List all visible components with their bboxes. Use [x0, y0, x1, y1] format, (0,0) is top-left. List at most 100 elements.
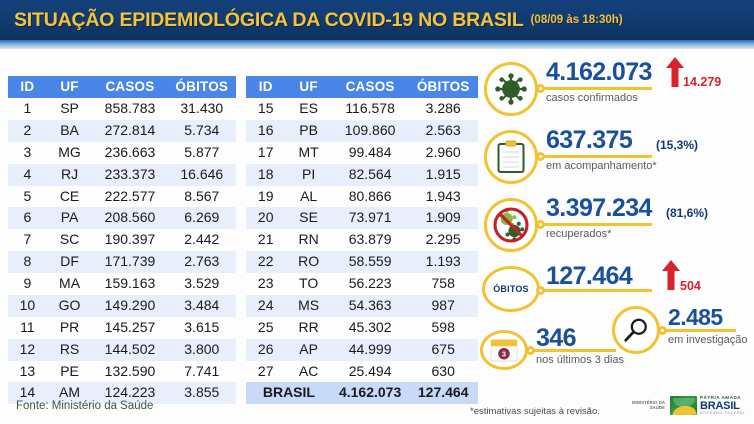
calendar-badge-number: 3 [502, 350, 506, 359]
cell-uf: GO [46, 294, 93, 317]
table-row: 23 TO 56.223 758 [246, 273, 478, 295]
last-three-days-value: 346 [536, 324, 577, 352]
total-label: BRASIL [246, 382, 332, 405]
cell-id: 16 [246, 119, 286, 142]
table-row: 10 GO 149.290 3.484 [8, 294, 236, 317]
table-row: 4 RJ 233.373 16.646 [8, 163, 236, 186]
column-header-deaths: ÓBITOS [167, 76, 236, 98]
last-three-days-connector [534, 349, 616, 352]
table-row: 27 AC 25.494 630 [246, 361, 478, 383]
cell-id: 5 [23, 187, 32, 204]
cell-cases: 44.999 [331, 338, 409, 361]
cell-id: 9 [23, 275, 32, 291]
ministry-logo-line2: SAÚDE [649, 404, 665, 410]
column-header-uf: UF [285, 76, 332, 98]
brasil-logo-line2: BRASIL [699, 399, 740, 412]
cell-deaths: 5.877 [184, 143, 220, 160]
cell-uf: PE [60, 362, 79, 379]
cell-deaths: 1.915 [408, 163, 478, 186]
government-logos: MINISTÉRIO DA SAÚDE PÁTRIA AMADA BRASIL … [632, 395, 746, 415]
table-row: 18 PI 82.564 1.915 [246, 163, 478, 186]
page-title: SITUAÇÃO EPIDEMIOLÓGICA DA COVID-19 NO B… [14, 8, 524, 31]
cell-uf: RN [298, 231, 319, 248]
page-header: SITUAÇÃO EPIDEMIOLÓGICA DA COVID-19 NO B… [0, 0, 754, 40]
cell-uf: MT [298, 143, 319, 160]
cell-uf: PB [285, 119, 332, 142]
table-row: 17 MT 99.484 2.960 [246, 142, 478, 164]
under-investigation-value: 2.485 [668, 304, 723, 330]
cell-id: 3 [23, 143, 32, 160]
confirmed-cases-ring [484, 62, 538, 116]
cell-cases: 233.373 [92, 163, 168, 186]
confirmed-cases-caption: casos confirmados [546, 92, 638, 104]
cell-uf: SC [59, 231, 80, 248]
cell-deaths: 16.646 [167, 163, 236, 186]
cell-deaths: 1.943 [425, 187, 461, 204]
column-header-deaths: ÓBITOS [408, 76, 478, 98]
monitoring-ring [484, 130, 538, 184]
under-investigation-caption: em investigação [668, 334, 748, 346]
cell-cases: 858.783 [104, 100, 156, 116]
cell-cases: 116.578 [345, 100, 395, 116]
cell-uf: RR [298, 318, 319, 335]
table-row: 24 MS 54.363 987 [246, 294, 478, 317]
cell-cases: 56.223 [348, 275, 392, 291]
calendar-icon: 3 [490, 339, 518, 362]
cell-deaths: 2.563 [408, 119, 478, 142]
under-investigation-ring [612, 306, 660, 354]
cell-cases: 109.860 [331, 119, 409, 142]
confirmed-cases-delta: 14.279 [683, 75, 722, 89]
cell-deaths: 3.484 [167, 294, 236, 317]
monitoring-knob [536, 152, 545, 161]
cell-id: 14 [8, 382, 47, 405]
cell-deaths: 1.193 [408, 251, 478, 273]
cell-uf: PI [285, 163, 332, 186]
cell-cases: 25.494 [348, 362, 392, 379]
column-header-uf: UF [46, 76, 93, 98]
header-accent-strip [0, 40, 754, 49]
states-table-left: ID UF CASOS ÓBITOS 1 SP 858.783 31.430 2 BA 27… [8, 76, 236, 405]
cell-cases: 45.302 [348, 318, 392, 335]
monitoring-percent: (15,3%) [656, 138, 699, 152]
table-row: 8 DF 171.739 2.763 [8, 251, 236, 273]
recovered-knob [536, 220, 545, 229]
cell-cases: 159.163 [104, 275, 156, 291]
cell-deaths: 2.763 [167, 251, 236, 273]
cell-uf: AP [285, 338, 332, 361]
cell-deaths: 31.430 [180, 100, 224, 116]
cell-deaths: 5.734 [167, 119, 236, 142]
cell-id: 22 [246, 251, 286, 273]
table-row: 7 SC 190.397 2.442 [8, 229, 236, 251]
cell-id: 12 [8, 338, 47, 361]
last-three-days-knob [526, 346, 535, 355]
table-row: 22 RO 58.559 1.193 [246, 251, 478, 273]
cell-cases: 80.866 [348, 187, 392, 204]
total-cases: 4.162.073 [331, 382, 409, 405]
cell-uf: SE [285, 207, 332, 230]
ministry-of-health-logo: MINISTÉRIO DA SAÚDE [632, 400, 665, 410]
cell-uf: AL [300, 187, 318, 204]
cell-id: 25 [257, 318, 274, 335]
cell-uf: RO [285, 251, 332, 273]
confirmed-cases-connector [544, 87, 652, 90]
no-virus-icon [493, 207, 529, 243]
recovered-percent: (81,6%) [666, 206, 709, 220]
confirmed-cases-value: 4.162.073 [546, 58, 652, 86]
cell-id: 17 [257, 143, 274, 160]
cell-cases: 82.564 [331, 163, 409, 186]
cell-id: 4 [8, 163, 47, 186]
cell-id: 19 [257, 187, 274, 204]
cell-id: 13 [19, 362, 36, 379]
total-deaths: 127.464 [408, 382, 478, 405]
cell-cases: 124.223 [92, 382, 168, 405]
monitoring-value: 637.375 [546, 126, 633, 154]
cell-cases: 73.971 [331, 207, 409, 230]
cell-id: 15 [257, 100, 274, 116]
deaths-ring-label: ÓBITOS [493, 284, 529, 294]
cell-cases: 63.879 [348, 231, 392, 248]
deaths-ring: ÓBITOS [482, 266, 540, 312]
deaths-connector [544, 289, 652, 292]
cell-deaths: 758 [431, 275, 455, 291]
column-header-id: ID [246, 76, 286, 98]
cell-deaths: 2.960 [425, 143, 461, 160]
